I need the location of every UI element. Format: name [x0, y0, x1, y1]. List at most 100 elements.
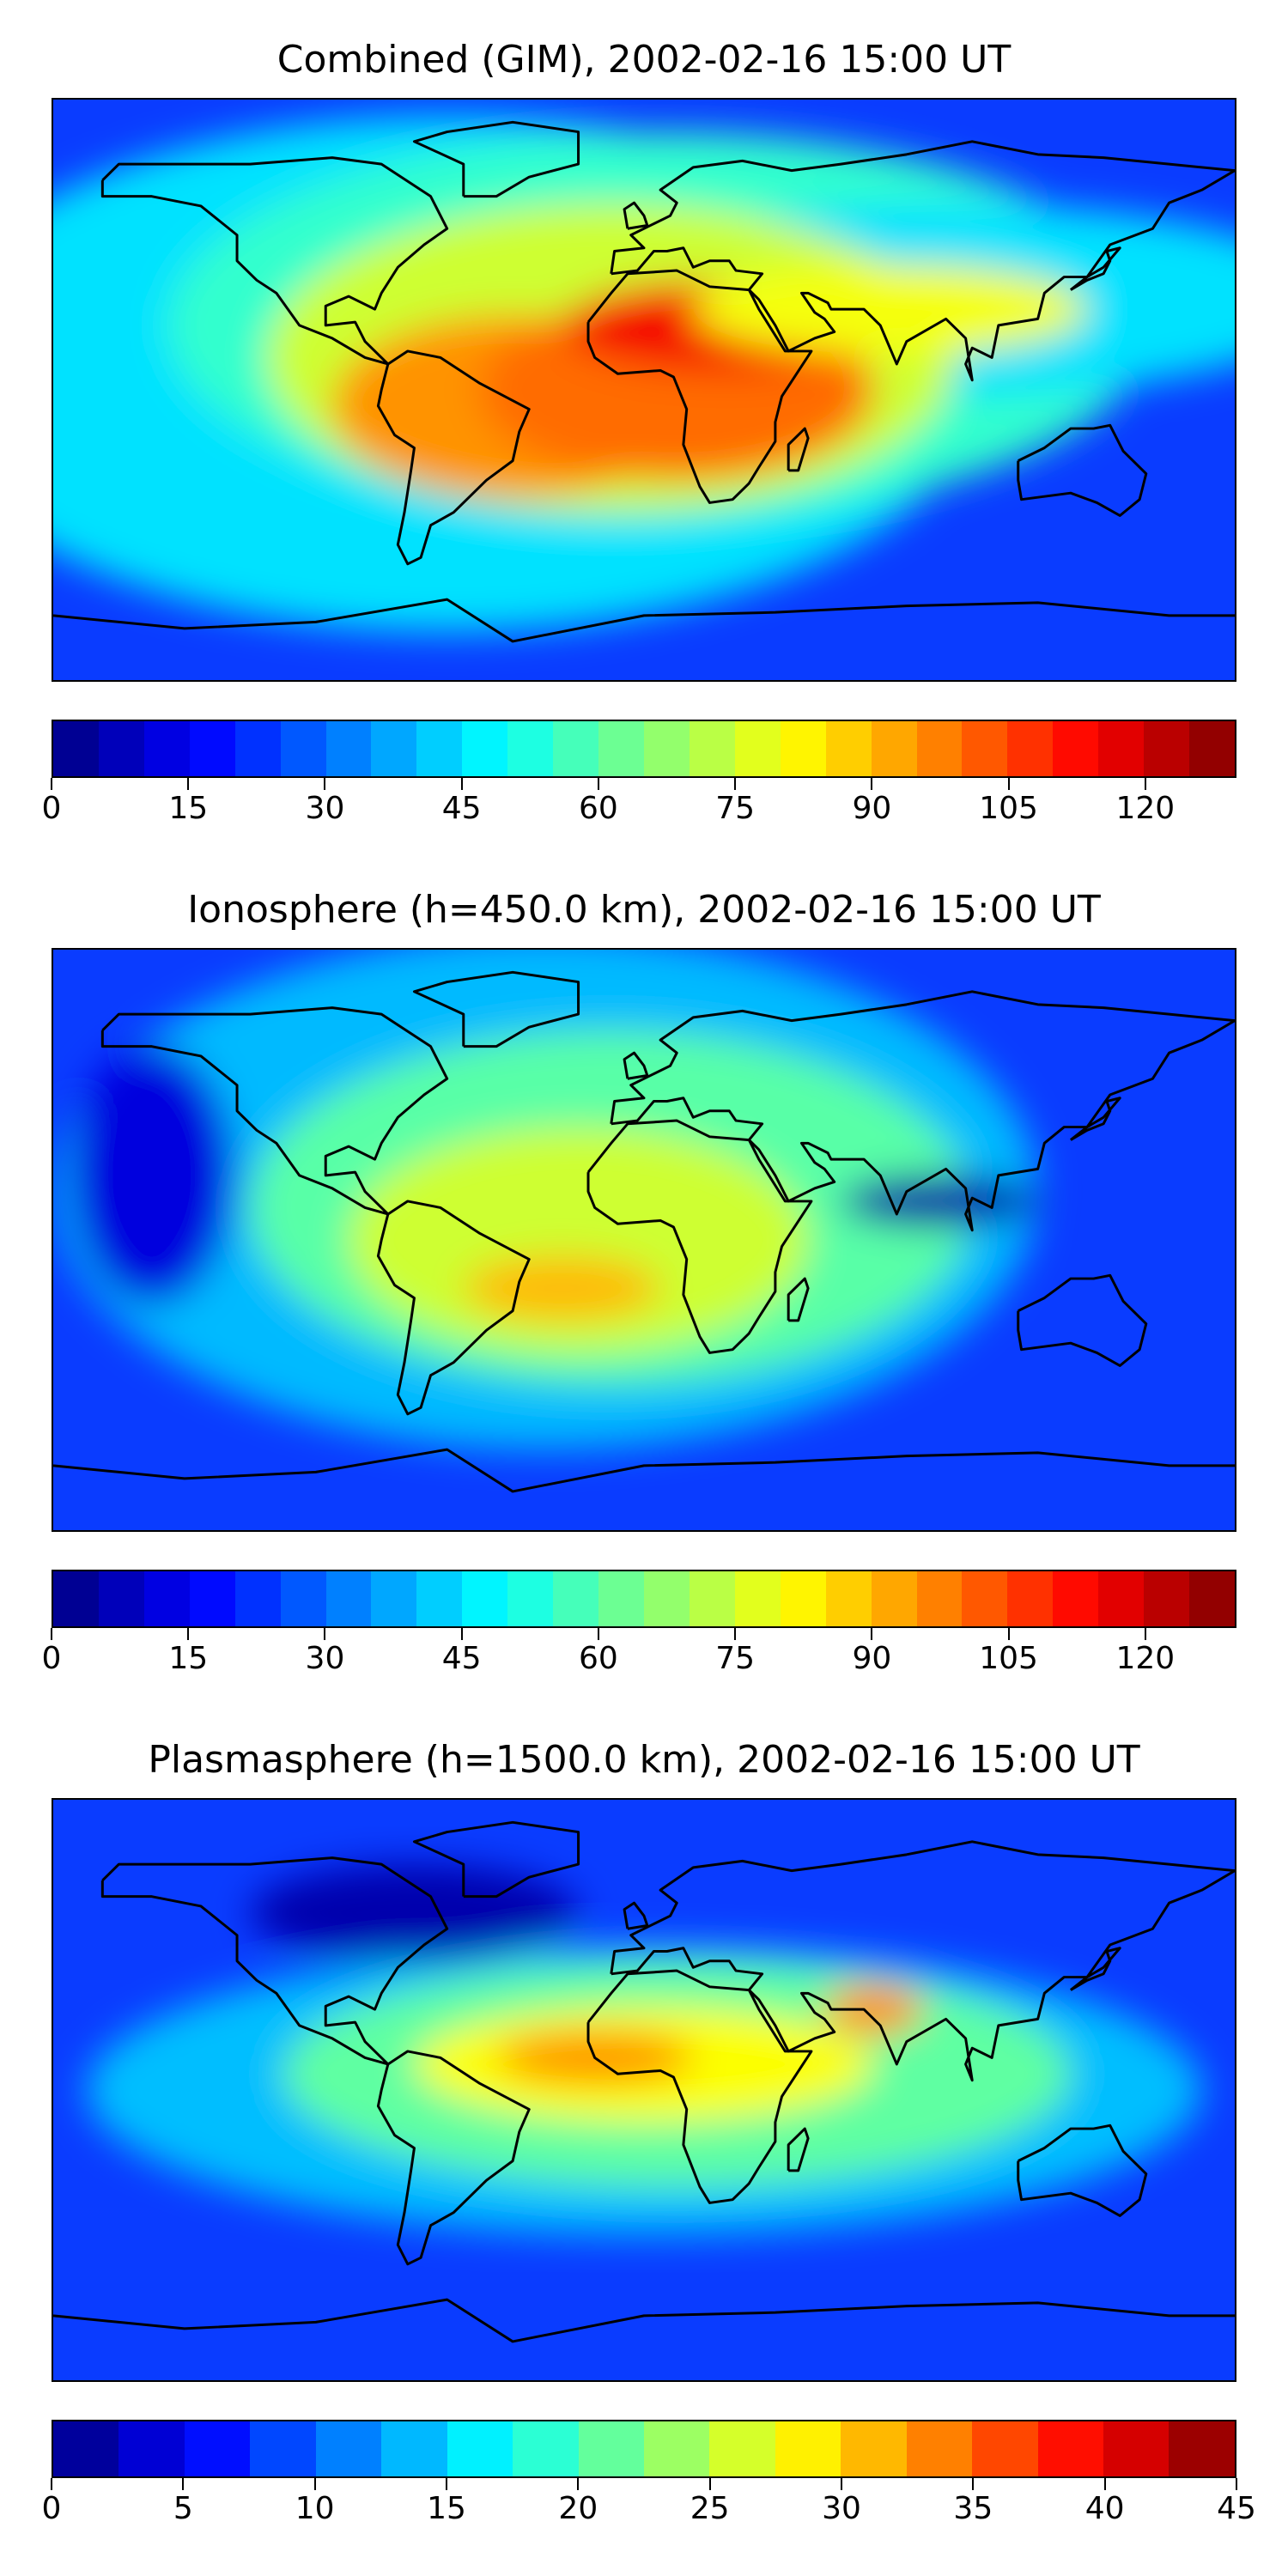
coastline: [1069, 246, 1121, 291]
panel-3-colorbar-ticks: 0 5 10 15 20 25 30 35 40 45: [42, 2478, 1256, 2530]
coastline: [610, 140, 1235, 382]
colorbar-tick-label: 75: [715, 1641, 756, 1676]
colorbar-segment: [871, 721, 917, 776]
colorbar-segment: [1053, 1571, 1099, 1626]
colorbar-segment: [325, 1571, 372, 1626]
colorbar-segment: [280, 1571, 326, 1626]
colorbar-segment: [189, 721, 235, 776]
colorbar-segment: [553, 1571, 599, 1626]
colorbar-tick: [324, 1628, 326, 1640]
coastline: [586, 269, 813, 504]
colorbar-tick: [51, 1628, 52, 1640]
colorbar-tick-label: 0: [41, 1641, 62, 1676]
colorbar-tick: [1103, 2478, 1106, 2490]
colorbar-tick-label: 75: [715, 791, 756, 826]
colorbar-tick-label: 45: [1217, 2491, 1256, 2526]
colorbar-segment: [507, 1571, 554, 1626]
colorbar-tick-label: 15: [427, 2491, 466, 2526]
panel-1-title: Combined (GIM), 2002-02-16 15:00 UT: [276, 38, 1012, 82]
colorbar-segment: [280, 721, 326, 776]
colorbar-segment: [371, 721, 417, 776]
colorbar-tick: [51, 2478, 52, 2490]
coastline: [53, 1448, 1235, 1493]
panel-3-title: Plasmasphere (h=1500.0 km), 2002-02-16 1…: [148, 1738, 1140, 1782]
coastline: [623, 1051, 649, 1080]
colorbar-tick: [597, 1628, 599, 1640]
coastline: [1069, 1947, 1121, 1991]
colorbar-segment: [462, 721, 508, 776]
colorbar-segment: [643, 2421, 710, 2476]
panel-1-colorbar: [52, 720, 1236, 778]
colorbar-segment: [1103, 2421, 1170, 2476]
colorbar-segment: [1007, 721, 1054, 776]
colorbar-segment: [462, 1571, 508, 1626]
coastline: [787, 427, 810, 472]
colorbar-tick-label: 30: [305, 1641, 345, 1676]
colorbar-segment: [1098, 1571, 1145, 1626]
coastline: [610, 990, 1235, 1232]
colorbar-tick-label: 120: [1115, 791, 1176, 826]
colorbar-segment: [250, 2421, 316, 2476]
colorbar-tick: [324, 778, 326, 790]
coastline: [53, 2298, 1235, 2343]
coastline: [787, 1277, 810, 1322]
colorbar-segment: [1007, 1571, 1054, 1626]
colorbar-segment: [189, 1571, 235, 1626]
colorbar-segment: [962, 721, 1008, 776]
colorbar-tick-label: 5: [173, 2491, 193, 2526]
colorbar-tick: [1236, 2478, 1237, 2490]
coastline: [610, 1840, 1235, 2082]
map-field-contour: [841, 1175, 1038, 1227]
colorbar-segment: [780, 721, 826, 776]
coastline: [586, 1119, 813, 1354]
colorbar-tick: [972, 2478, 975, 2490]
panel-3-colorbar: [52, 2420, 1236, 2478]
coastline: [100, 156, 449, 366]
coastline: [1017, 2123, 1148, 2217]
colorbar-segment: [53, 1571, 99, 1626]
colorbar-tick-label: 90: [852, 791, 892, 826]
colorbar-tick-label: 0: [41, 2491, 62, 2526]
colorbar-tick: [734, 1628, 737, 1640]
colorbar-segment: [416, 721, 463, 776]
colorbar-tick: [187, 1628, 190, 1640]
colorbar-segment: [825, 721, 872, 776]
map-field-contour: [250, 1864, 579, 1961]
colorbar-tick: [313, 2478, 316, 2490]
coastline: [586, 1969, 813, 2204]
colorbar-segment: [184, 2421, 251, 2476]
colorbar-segment: [53, 721, 99, 776]
colorbar-segment: [962, 1571, 1008, 1626]
coastline: [623, 201, 649, 230]
colorbar-segment: [553, 721, 599, 776]
panel-2-map-svg: [53, 950, 1235, 1530]
colorbar-segment: [234, 1571, 281, 1626]
colorbar-segment: [1098, 721, 1145, 776]
colorbar-tick: [460, 778, 463, 790]
colorbar-segment: [598, 721, 644, 776]
colorbar-segment: [234, 721, 281, 776]
map-field-contour: [463, 1255, 661, 1321]
colorbar-tick: [1007, 778, 1010, 790]
colorbar-segment: [513, 2421, 579, 2476]
colorbar-segment: [689, 1571, 735, 1626]
colorbar-segment: [507, 721, 554, 776]
colorbar-segment: [118, 2421, 185, 2476]
coastline: [376, 2050, 531, 2266]
colorbar-segment: [98, 1571, 144, 1626]
coastline: [376, 1200, 531, 1416]
colorbar-segment: [825, 1571, 872, 1626]
coastline: [1017, 423, 1148, 517]
panel-1-map: [52, 98, 1236, 682]
colorbar-segment: [1169, 2421, 1235, 2476]
panel-2-map: [52, 948, 1236, 1532]
coastline: [412, 970, 580, 1048]
colorbar-tick-label: 45: [441, 1641, 482, 1676]
colorbar-tick-label: 25: [690, 2491, 730, 2526]
colorbar-segment: [871, 1571, 917, 1626]
panel-2-colorbar: [52, 1570, 1236, 1628]
colorbar-tick: [841, 2478, 842, 2490]
colorbar-tick-label: 30: [822, 2491, 861, 2526]
colorbar-tick: [460, 1628, 463, 1640]
colorbar-segment: [447, 2421, 513, 2476]
